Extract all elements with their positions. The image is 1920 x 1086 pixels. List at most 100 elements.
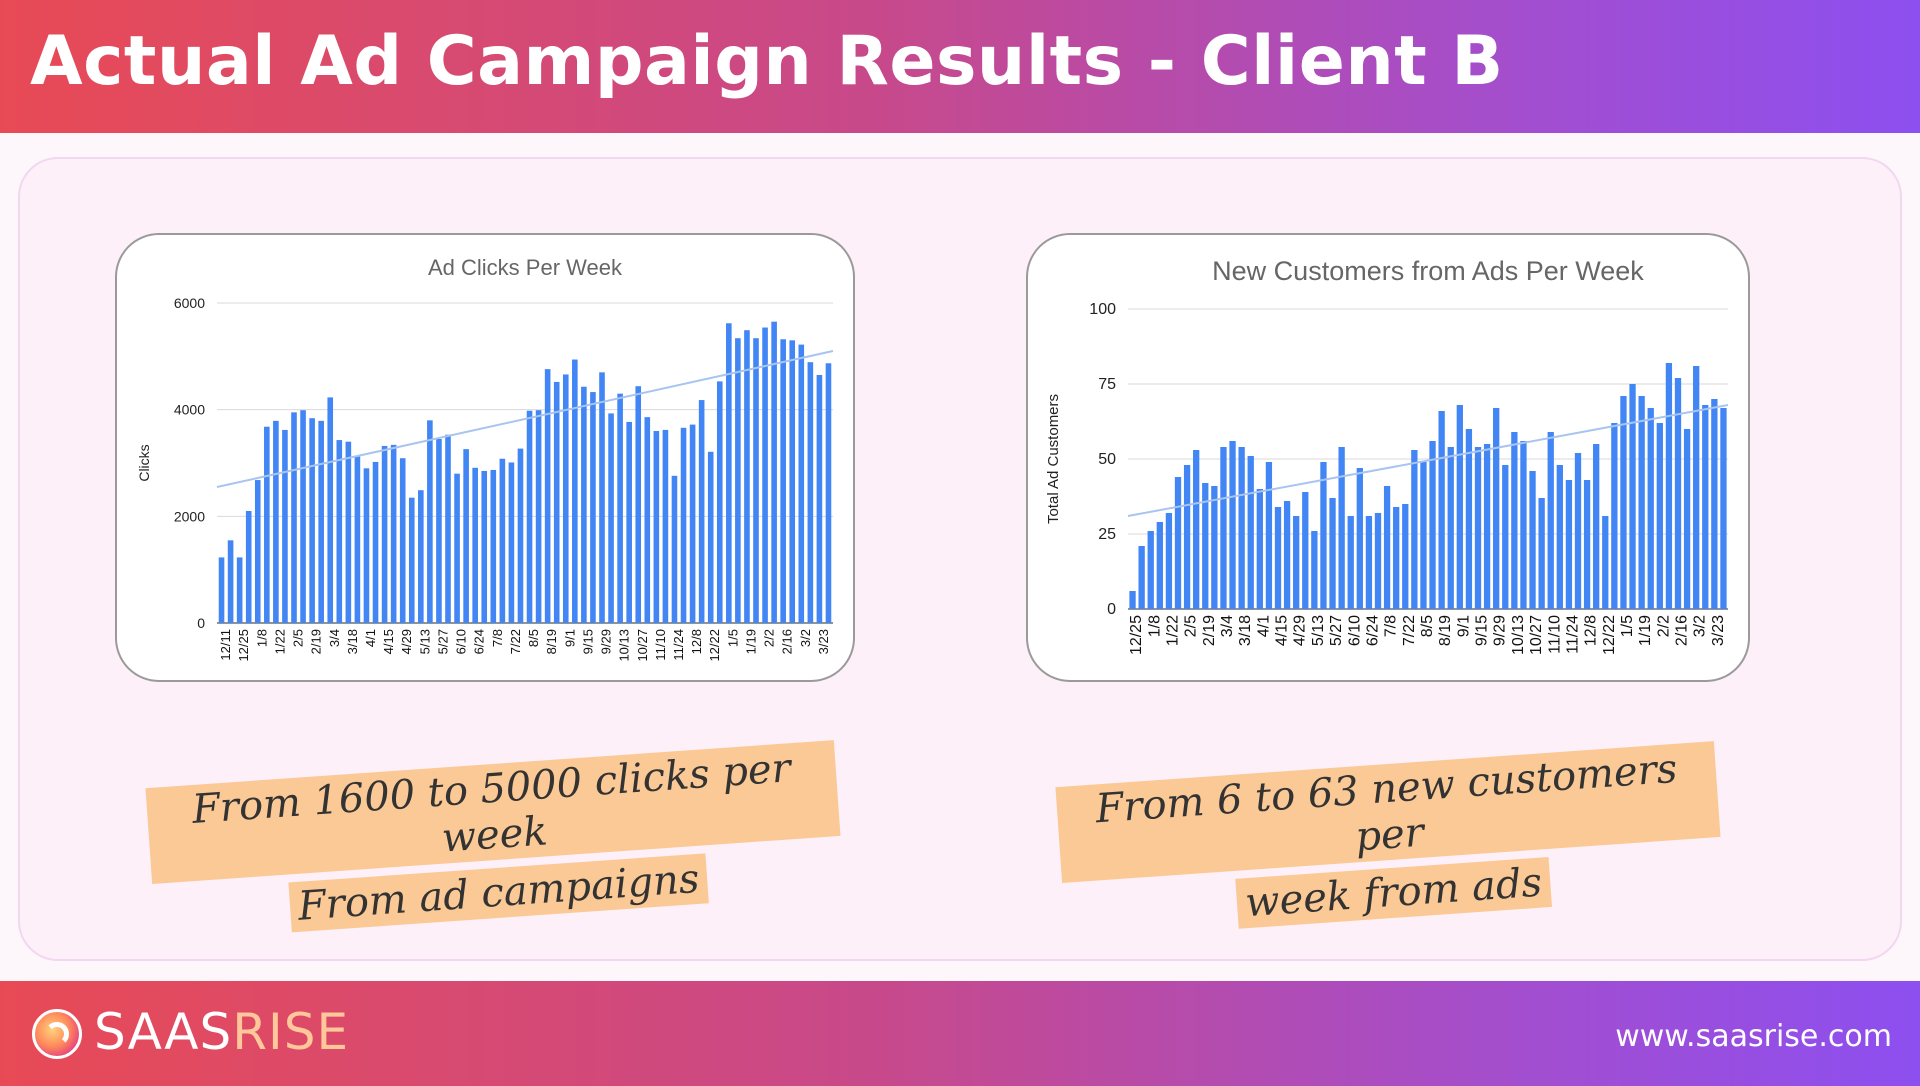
y-tick-label: 75 xyxy=(1098,376,1116,393)
bar xyxy=(1711,399,1718,609)
y-tick-label: 0 xyxy=(197,615,205,631)
bar xyxy=(1129,591,1136,609)
x-tick-label: 4/15 xyxy=(381,629,396,654)
x-tick-label: 6/24 xyxy=(1364,615,1381,646)
bar xyxy=(436,439,442,623)
bar xyxy=(218,557,225,623)
website-link[interactable]: www.saasrise.com xyxy=(1615,1019,1892,1054)
bar xyxy=(617,393,623,623)
y-tick-label: 2000 xyxy=(174,508,205,524)
bar xyxy=(508,462,515,623)
bar xyxy=(707,451,714,623)
bar xyxy=(381,445,388,623)
x-tick-label: 7/22 xyxy=(1401,615,1418,646)
saasrise-logo-icon xyxy=(32,1009,82,1059)
bar xyxy=(282,429,288,623)
x-tick-label: 12/8 xyxy=(689,629,704,654)
bar xyxy=(1529,471,1536,609)
x-tick-label: 11/24 xyxy=(671,629,686,661)
x-tick-label: 8/5 xyxy=(526,629,541,647)
bar xyxy=(454,473,460,623)
x-tick-label: 3/18 xyxy=(1237,615,1254,646)
bar xyxy=(780,339,786,623)
x-tick-label: 10/13 xyxy=(1510,615,1527,655)
x-tick-label: 2/2 xyxy=(1655,615,1672,637)
bar xyxy=(318,420,324,623)
x-tick-label: 3/4 xyxy=(1219,615,1236,637)
bar xyxy=(1193,450,1200,609)
bar xyxy=(427,420,433,623)
x-tick-label: 1/19 xyxy=(743,629,758,654)
bar xyxy=(1538,498,1545,609)
bar xyxy=(1238,447,1245,609)
x-tick-label: 1/5 xyxy=(725,629,740,647)
bar xyxy=(1565,480,1573,609)
bar xyxy=(581,386,587,623)
x-tick-label: 1/22 xyxy=(272,629,287,654)
x-tick-label: 8/19 xyxy=(544,629,559,654)
bar xyxy=(1720,408,1727,609)
bar xyxy=(1447,447,1454,609)
bar xyxy=(1693,366,1700,609)
bar xyxy=(753,338,759,623)
bar xyxy=(689,424,696,623)
x-tick-label: 3/4 xyxy=(327,629,342,647)
bar xyxy=(762,327,768,623)
bar xyxy=(590,392,596,623)
bar xyxy=(798,344,805,623)
x-tick-label: 4/29 xyxy=(399,629,414,654)
y-axis-label: Clicks xyxy=(136,444,152,481)
x-tick-label: 11/10 xyxy=(653,629,668,661)
ad-clicks-chart-svg: Ad Clicks Per Week Clicks 0 2000 4000 6000 12/… xyxy=(136,255,834,662)
bar xyxy=(1665,363,1673,609)
bar xyxy=(1293,516,1300,609)
bar xyxy=(735,338,741,623)
bar xyxy=(390,444,397,623)
x-tick-label: 2/19 xyxy=(309,629,324,654)
x-tick-label: 2/2 xyxy=(762,629,777,647)
bar xyxy=(1629,384,1636,609)
bar xyxy=(1165,513,1173,609)
bar xyxy=(1156,522,1163,609)
bar xyxy=(1320,462,1327,609)
bar xyxy=(771,321,777,623)
x-tick-label: 10/27 xyxy=(635,629,650,662)
bar xyxy=(608,413,614,623)
chart-title: New Customers from Ads Per Week xyxy=(1212,256,1644,286)
bar xyxy=(698,400,705,623)
x-tick-label: 12/25 xyxy=(1128,615,1145,655)
bar xyxy=(309,418,315,623)
bar xyxy=(1520,441,1527,609)
y-tick-label: 50 xyxy=(1098,451,1116,468)
bar xyxy=(1374,513,1382,609)
x-tick-label: 8/5 xyxy=(1419,615,1436,637)
x-tick-label: 3/2 xyxy=(1692,615,1709,637)
bar xyxy=(1302,492,1309,609)
logo-text-rise: RISE xyxy=(232,1003,350,1061)
bar xyxy=(1583,480,1591,609)
x-tick-label: 12/22 xyxy=(1601,615,1618,655)
bar xyxy=(1274,507,1282,609)
bar xyxy=(1702,405,1709,609)
x-tick-label: 3/23 xyxy=(1710,615,1727,646)
x-tick-label: 4/1 xyxy=(363,629,378,647)
bar xyxy=(1283,501,1291,609)
x-tick-label: 3/23 xyxy=(816,629,831,654)
y-tick-label: 4000 xyxy=(174,402,205,418)
bar xyxy=(1483,444,1491,609)
bar xyxy=(535,410,542,623)
new-customers-chart: New Customers from Ads Per Week Total Ad … xyxy=(1026,233,1750,682)
x-tick-label: 6/10 xyxy=(1346,615,1363,646)
chart-title: Ad Clicks Per Week xyxy=(428,255,623,280)
bar xyxy=(408,497,415,623)
bar xyxy=(1438,411,1445,609)
y-tick-label: 25 xyxy=(1098,526,1116,543)
bar xyxy=(1347,516,1354,609)
bar xyxy=(816,375,823,623)
bar xyxy=(1574,453,1582,609)
x-tick-label: 1/19 xyxy=(1637,615,1654,646)
bar xyxy=(1338,447,1345,609)
bar xyxy=(1511,432,1518,609)
bar xyxy=(825,363,832,623)
bar xyxy=(1211,486,1218,609)
